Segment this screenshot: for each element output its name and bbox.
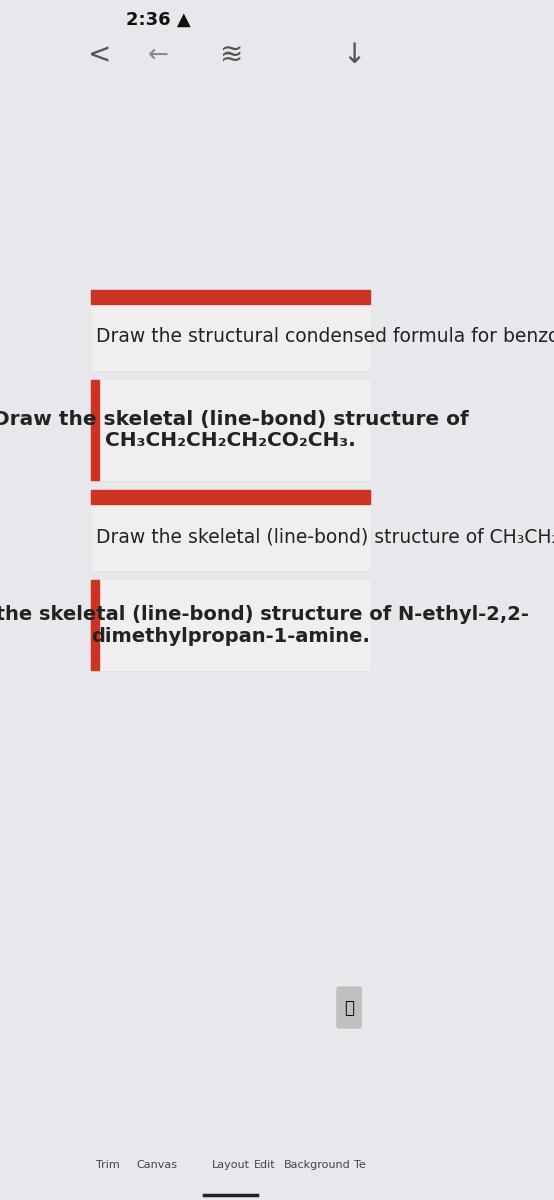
Bar (91, 380, 370, 480)
Bar (91, 290, 370, 370)
Text: Edit: Edit (253, 1160, 275, 1170)
Bar (91, 380, 99, 480)
Text: ≋: ≋ (219, 41, 243, 68)
FancyBboxPatch shape (337, 986, 361, 1028)
Text: Te: Te (354, 1160, 366, 1170)
Text: Draw the skeletal (line-bond) structure of N-ethyl-2,2-
dimethylpropan-1-amine.: Draw the skeletal (line-bond) structure … (0, 605, 529, 646)
Text: Draw the skeletal (line-bond) structure of CH₃CH₂CH₂CH₂CO₂H.: Draw the skeletal (line-bond) structure … (96, 528, 554, 546)
Bar (84, 1100, 378, 1200)
Bar (91, 490, 370, 504)
Text: Draw the skeletal (line-bond) structure of
CH₃CH₂CH₂CH₂CO₂CH₃.: Draw the skeletal (line-bond) structure … (0, 409, 469, 450)
Text: Background: Background (284, 1160, 351, 1170)
Text: ↓: ↓ (343, 41, 366, 68)
Bar (91, 490, 370, 570)
Text: ←: ← (147, 43, 168, 67)
Bar (91, 290, 370, 370)
Bar (91, 490, 370, 570)
Text: <: < (88, 41, 111, 68)
Text: Layout: Layout (212, 1160, 250, 1170)
Bar (91, 380, 370, 480)
Text: Draw the structural condensed formula for benzoic acid.: Draw the structural condensed formula fo… (96, 328, 554, 347)
Bar (91, 290, 370, 304)
Text: 2:36 ▲: 2:36 ▲ (126, 11, 191, 29)
Text: Canvas: Canvas (136, 1160, 177, 1170)
Text: 🔒: 🔒 (344, 998, 354, 1018)
Bar (91, 580, 370, 670)
Bar (91, 580, 370, 670)
Text: Trim: Trim (96, 1160, 120, 1170)
Bar (91, 580, 99, 670)
